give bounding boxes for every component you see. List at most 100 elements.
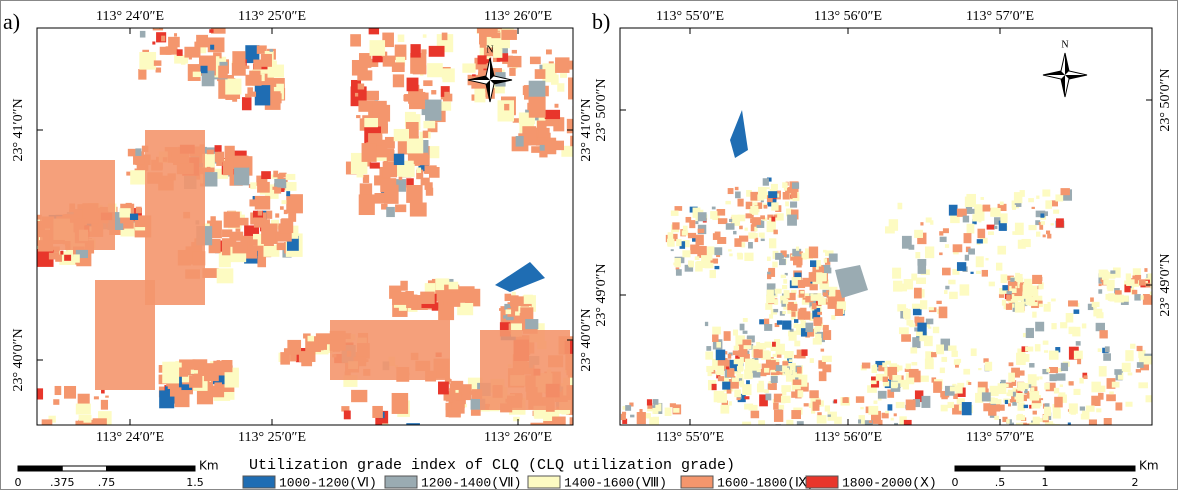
land-patch <box>134 216 152 228</box>
land-patch <box>441 32 448 41</box>
land-patch <box>792 195 800 202</box>
land-patch <box>992 208 1001 217</box>
land-patch <box>1030 387 1035 392</box>
land-patch <box>775 365 783 372</box>
land-patch <box>888 372 896 380</box>
land-patch <box>842 397 849 403</box>
land-patch <box>361 143 377 162</box>
land-patch <box>897 304 907 312</box>
land-patch <box>774 322 780 328</box>
land-patch <box>560 73 567 78</box>
land-patch <box>767 226 772 233</box>
land-patch <box>569 417 573 425</box>
land-patch <box>105 395 109 398</box>
land-patch <box>834 416 842 424</box>
land-patch <box>245 45 260 64</box>
land-patch <box>1083 375 1088 380</box>
land-patch <box>382 32 394 48</box>
land-patch <box>822 292 829 297</box>
land-patch <box>701 255 711 269</box>
land-patch <box>1034 376 1040 381</box>
land-patch <box>750 359 759 371</box>
land-patch <box>737 214 746 222</box>
land-patch <box>767 214 774 220</box>
land-patch <box>232 241 248 254</box>
land-patch <box>792 248 802 257</box>
land-patch <box>470 403 481 416</box>
land-patch <box>1023 354 1030 362</box>
land-patch <box>303 333 311 339</box>
land-patch <box>787 301 794 311</box>
land-patch <box>798 289 805 298</box>
land-patch <box>911 362 918 366</box>
land-patch <box>280 352 290 365</box>
land-patch <box>161 35 166 42</box>
land-patch <box>1000 274 1008 284</box>
land-patch <box>817 297 826 305</box>
land-patch <box>462 63 476 73</box>
legend-swatch <box>242 475 276 489</box>
land-patch <box>734 238 742 247</box>
land-patch <box>681 230 689 236</box>
land-patch <box>735 191 741 199</box>
land-patch <box>805 296 814 303</box>
land-patch <box>201 70 215 87</box>
land-patch <box>932 326 940 334</box>
land-patch <box>684 264 694 272</box>
land-patch <box>515 136 524 147</box>
land-patch <box>1036 303 1043 308</box>
land-patch <box>796 366 802 374</box>
scale-unit: Km <box>199 459 219 473</box>
land-patch <box>742 421 752 425</box>
land-patch <box>1050 200 1058 207</box>
land-patch <box>914 316 925 327</box>
land-patch <box>1038 300 1043 304</box>
land-patch <box>764 318 770 326</box>
land-patch <box>994 415 999 420</box>
land-patch <box>1067 422 1071 425</box>
land-patch <box>904 368 909 372</box>
land-patch <box>479 32 494 45</box>
land-patch <box>288 212 297 222</box>
land-patch <box>915 331 923 337</box>
land-patch <box>254 85 271 106</box>
land-patch <box>714 247 723 256</box>
land-patch <box>767 271 771 276</box>
land-patch <box>772 341 776 347</box>
land-patch <box>917 322 927 336</box>
land-patch <box>939 236 947 243</box>
land-patch <box>868 405 879 415</box>
land-patch <box>1005 382 1013 388</box>
land-patch <box>919 331 928 342</box>
land-patch <box>192 71 201 78</box>
land-patch <box>782 361 789 366</box>
land-patch <box>1040 221 1045 225</box>
land-patch <box>757 202 762 207</box>
land-patch <box>253 59 262 70</box>
land-patch <box>920 375 929 382</box>
land-patch <box>752 202 758 206</box>
land-patch <box>363 90 379 101</box>
land-patch <box>420 291 435 304</box>
land-patch <box>480 28 498 37</box>
land-patch <box>968 198 975 204</box>
land-patch <box>372 405 383 418</box>
land-patch <box>875 360 885 368</box>
land-patch <box>1051 323 1057 330</box>
land-patch <box>830 296 837 302</box>
land-patch <box>93 396 99 400</box>
land-patch <box>782 366 788 371</box>
land-patch <box>739 383 744 388</box>
legend-swatch <box>680 475 714 489</box>
land-patch <box>766 289 774 297</box>
land-patch <box>952 404 962 415</box>
land-patch <box>275 213 280 218</box>
land-patch <box>444 377 451 385</box>
scale-label: 0 <box>15 476 22 489</box>
land-patch <box>812 307 821 319</box>
land-patch <box>742 318 748 323</box>
land-patch <box>652 399 659 405</box>
land-patch <box>241 70 245 73</box>
land-patch <box>951 350 958 357</box>
